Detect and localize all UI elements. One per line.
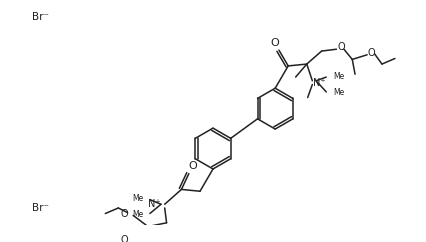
Text: O: O [188, 161, 197, 171]
Text: O: O [271, 38, 279, 48]
Text: N⁺: N⁺ [313, 78, 326, 88]
Text: Me: Me [333, 72, 344, 81]
Text: Me: Me [132, 210, 144, 219]
Text: Br⁻: Br⁻ [32, 203, 49, 213]
Text: Me: Me [333, 88, 344, 97]
Text: Me: Me [132, 194, 144, 203]
Text: Br⁻: Br⁻ [32, 12, 49, 22]
Text: O: O [368, 48, 376, 58]
Text: O: O [337, 42, 345, 52]
Text: O: O [121, 209, 129, 219]
Text: N⁺: N⁺ [148, 199, 161, 209]
Text: O: O [121, 234, 129, 242]
